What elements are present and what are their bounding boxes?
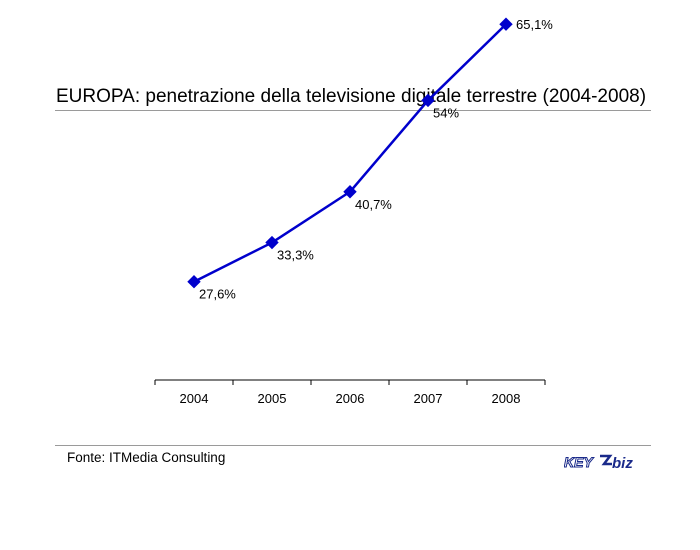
data-label: 27,6% xyxy=(199,287,236,302)
logo-mark-icon xyxy=(600,454,613,466)
data-label: 54% xyxy=(433,105,459,120)
source-note: Fonte: ITMedia Consulting xyxy=(67,450,226,465)
data-label: 33,3% xyxy=(277,248,314,263)
marker-layer xyxy=(187,17,513,289)
x-tick-label: 2004 xyxy=(180,391,209,406)
chart-title: EUROPA: penetrazione della televisione d… xyxy=(56,86,647,107)
x-tick-label: 2006 xyxy=(336,391,365,406)
data-label-layer: 27,6% 33,3% 40,7% 54% 65,1% xyxy=(199,17,553,301)
x-tick-label: 2008 xyxy=(492,391,521,406)
x-tick-label: 2005 xyxy=(258,391,287,406)
data-label: 65,1% xyxy=(516,17,553,32)
data-point-marker xyxy=(343,185,357,199)
x-tick-label: 2007 xyxy=(414,391,443,406)
x-axis: 2004 2005 2006 2007 2008 xyxy=(154,379,546,406)
data-label: 40,7% xyxy=(355,197,392,212)
data-point-marker xyxy=(265,235,279,250)
data-point-marker xyxy=(421,93,435,108)
data-point-marker xyxy=(499,17,513,31)
data-point-marker xyxy=(187,274,201,289)
logo-text-left: KEY xyxy=(564,454,594,470)
title-divider xyxy=(55,110,651,111)
keybiz-logo: KEY biz xyxy=(564,454,633,473)
series-line xyxy=(193,23,507,283)
line-chart: 2004 2005 2006 2007 2008 27,6% 33,3% 40,7% 54% 6… xyxy=(154,17,553,406)
footer-divider xyxy=(55,445,651,446)
series-line-layer xyxy=(193,23,507,283)
logo-text-right: biz xyxy=(612,455,633,472)
